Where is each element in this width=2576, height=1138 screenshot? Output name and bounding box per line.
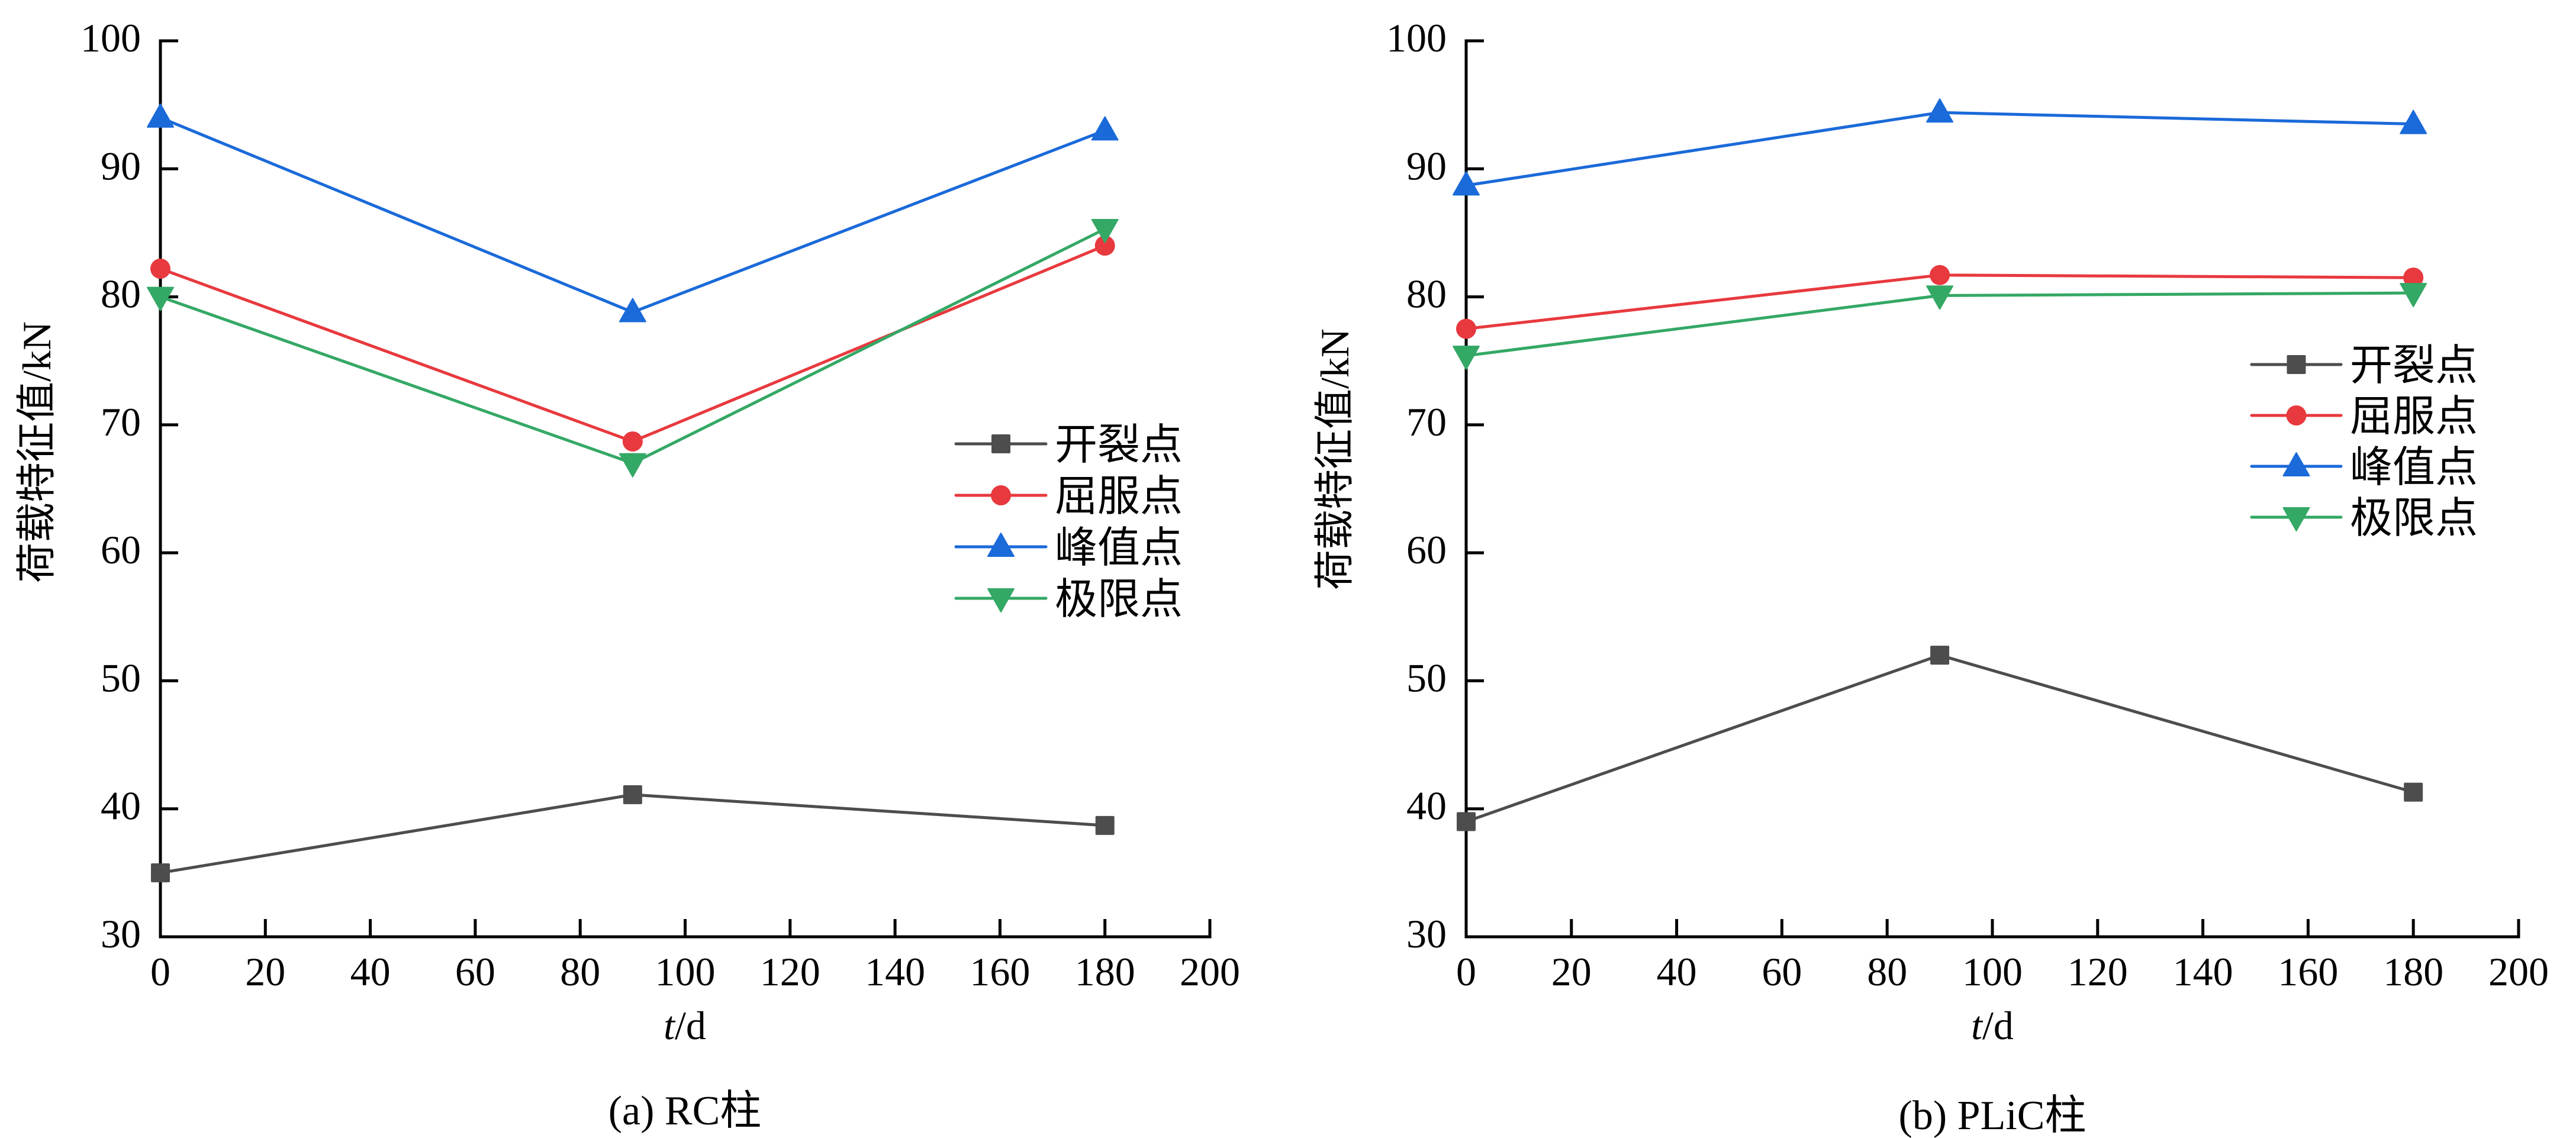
panel-b-legend-label-1: 屈服点 xyxy=(2350,393,2478,440)
panel-a-x-tick-label: 0 xyxy=(150,949,170,994)
panel-a-x-tick-label: 80 xyxy=(560,949,600,994)
panel-a-data-point-2-0 xyxy=(147,103,174,128)
panel-b-legend-marker-3 xyxy=(2282,507,2310,531)
panel-b-legend-marker-0 xyxy=(2287,355,2306,374)
panel-b-y-axis-title: 荷载特征值/kN xyxy=(1312,328,1357,590)
panel-b-data-point-3-1 xyxy=(1926,285,1954,310)
panel-a-plot-marks: 0 20 40 60 80 100 120 140 160 180 200 30 40 50 60 70 80 9… xyxy=(80,15,1240,994)
panel-b-y-tick-label: 80 xyxy=(1406,272,1447,317)
panel-a-data-point-1-1 xyxy=(622,431,643,452)
panel-b-y-tick-label: 40 xyxy=(1406,784,1447,828)
panel-a-legend-label-1: 屈服点 xyxy=(1055,473,1183,520)
panel-a-x-tick-label: 200 xyxy=(1180,949,1240,994)
panel-b-x-tick-label: 160 xyxy=(2278,949,2338,994)
panel-b-x-tick-label: 120 xyxy=(2068,949,2128,994)
panel-b-x-axis-title: t/d xyxy=(1971,1003,2014,1048)
panel-b-x-axis-title-unit: /d xyxy=(1982,1003,2014,1048)
panel-b-plot-marks: 0 20 40 60 80 100 120 140 160 180 200 30 40 50 60 70 80 9… xyxy=(1386,15,2549,994)
panel-b-legend-label-0: 开裂点 xyxy=(2350,342,2478,389)
panel-b-x-tick-label: 140 xyxy=(2173,949,2233,994)
panel-a-legend-marker-3 xyxy=(987,588,1015,612)
panel-a-x-axis-title-var: t xyxy=(664,1003,676,1048)
panel-b-data-point-2-0 xyxy=(1453,171,1480,196)
panel-a-y-tick-label: 40 xyxy=(101,784,141,828)
panel-b-data-point-0-1 xyxy=(1930,646,1950,665)
panel-a-rc-column: 0 20 40 60 80 100 120 140 160 180 200 30 40 50 60 70 80 9… xyxy=(14,15,1240,1134)
panel-a-data-point-3-1 xyxy=(619,453,646,478)
panel-a-data-point-0-0 xyxy=(151,863,170,882)
panel-b-y-tick-label: 60 xyxy=(1406,527,1447,572)
panel-b-x-tick-label: 200 xyxy=(2488,949,2549,994)
panel-b-data-point-0-2 xyxy=(2404,782,2423,802)
panel-a-y-axis-title: 荷载特征值/kN xyxy=(14,321,59,583)
panel-b-plic-column: 0 20 40 60 80 100 120 140 160 180 200 30 40 50 60 70 80 9… xyxy=(1312,15,2549,1138)
panel-b-x-tick-label: 20 xyxy=(1551,949,1592,994)
panel-b-y-tick-label: 70 xyxy=(1406,399,1447,444)
panel-a-data-point-2-2 xyxy=(1091,116,1119,141)
panel-a-x-tick-label: 40 xyxy=(350,949,391,994)
panel-b-legend-label-3: 极限点 xyxy=(2350,495,2478,542)
panel-a-x-tick-label: 140 xyxy=(865,949,925,994)
panel-a-legend-label-3: 极限点 xyxy=(1055,576,1183,623)
panel-a-data-point-0-1 xyxy=(623,785,642,804)
panel-b-data-point-2-2 xyxy=(2400,109,2427,134)
panel-b-legend-marker-1 xyxy=(2286,405,2307,425)
panel-b-data-point-1-2 xyxy=(2403,267,2424,288)
panel-b-y-tick-label: 50 xyxy=(1406,655,1447,700)
panel-b-y-tick-label: 90 xyxy=(1406,143,1447,188)
panel-a-x-axis-title: t/d xyxy=(664,1003,706,1048)
panel-a-data-point-3-0 xyxy=(147,286,174,311)
panel-b-y-tick-label: 30 xyxy=(1406,911,1447,956)
panel-a-y-tick-label: 50 xyxy=(101,655,141,700)
panel-a-legend-label-2: 峰值点 xyxy=(1055,524,1183,572)
panel-b-x-tick-label: 80 xyxy=(1867,949,1907,994)
panel-a-x-tick-label: 20 xyxy=(245,949,285,994)
panel-a-data-point-3-2 xyxy=(1091,218,1119,243)
panel-b-data-point-1-0 xyxy=(1456,318,1476,339)
panel-b-y-tick-label: 100 xyxy=(1386,15,1447,60)
panel-b-x-tick-label: 0 xyxy=(1456,949,1476,994)
panel-b-data-point-2-1 xyxy=(1926,98,1954,123)
panel-b-data-point-3-2 xyxy=(2400,283,2427,308)
panel-a-x-tick-label: 60 xyxy=(455,949,495,994)
panel-b-legend-label-2: 峰值点 xyxy=(2350,444,2478,491)
panel-b-legend-marker-2 xyxy=(2282,452,2310,476)
panel-a-y-tick-label: 30 xyxy=(101,911,141,956)
panel-a-data-point-1-2 xyxy=(1094,236,1115,256)
panel-b-x-tick-label: 40 xyxy=(1657,949,1697,994)
panel-a-x-axis-title-unit: /d xyxy=(675,1003,706,1048)
panel-a-y-tick-label: 100 xyxy=(80,15,141,60)
panel-a-legend-label-0: 开裂点 xyxy=(1055,421,1183,469)
panel-a-data-point-2-1 xyxy=(619,298,646,323)
panel-a-x-tick-label: 180 xyxy=(1075,949,1135,994)
panel-a-y-tick-label: 70 xyxy=(101,399,141,444)
panel-a-legend-marker-1 xyxy=(991,485,1011,505)
panel-b-x-tick-label: 60 xyxy=(1762,949,1802,994)
panel-b-x-axis-title-var: t xyxy=(1971,1003,1983,1048)
panel-b-data-point-1-1 xyxy=(1930,265,1950,285)
panel-a-x-tick-label: 120 xyxy=(760,949,820,994)
panel-a-legend-marker-2 xyxy=(987,533,1015,557)
panel-a-data-point-1-0 xyxy=(150,258,170,279)
panel-b-data-point-3-0 xyxy=(1453,346,1480,370)
panel-a-legend-marker-0 xyxy=(991,434,1010,453)
panel-b-caption: (b) PLiC柱 xyxy=(1899,1093,2086,1138)
panel-a-x-tick-label: 160 xyxy=(970,949,1030,994)
panel-b-x-tick-label: 180 xyxy=(2383,949,2443,994)
panel-a-caption: (a) RC柱 xyxy=(608,1088,762,1134)
panel-a-y-tick-label: 80 xyxy=(101,272,141,317)
panel-b-x-tick-label: 100 xyxy=(1962,949,2023,994)
panel-a-y-tick-label: 60 xyxy=(101,527,141,572)
panel-a-data-point-0-2 xyxy=(1095,815,1115,835)
panel-a-y-tick-label: 90 xyxy=(101,143,141,188)
panel-a-x-tick-label: 100 xyxy=(655,949,716,994)
panel-b-data-point-0-0 xyxy=(1457,812,1476,831)
